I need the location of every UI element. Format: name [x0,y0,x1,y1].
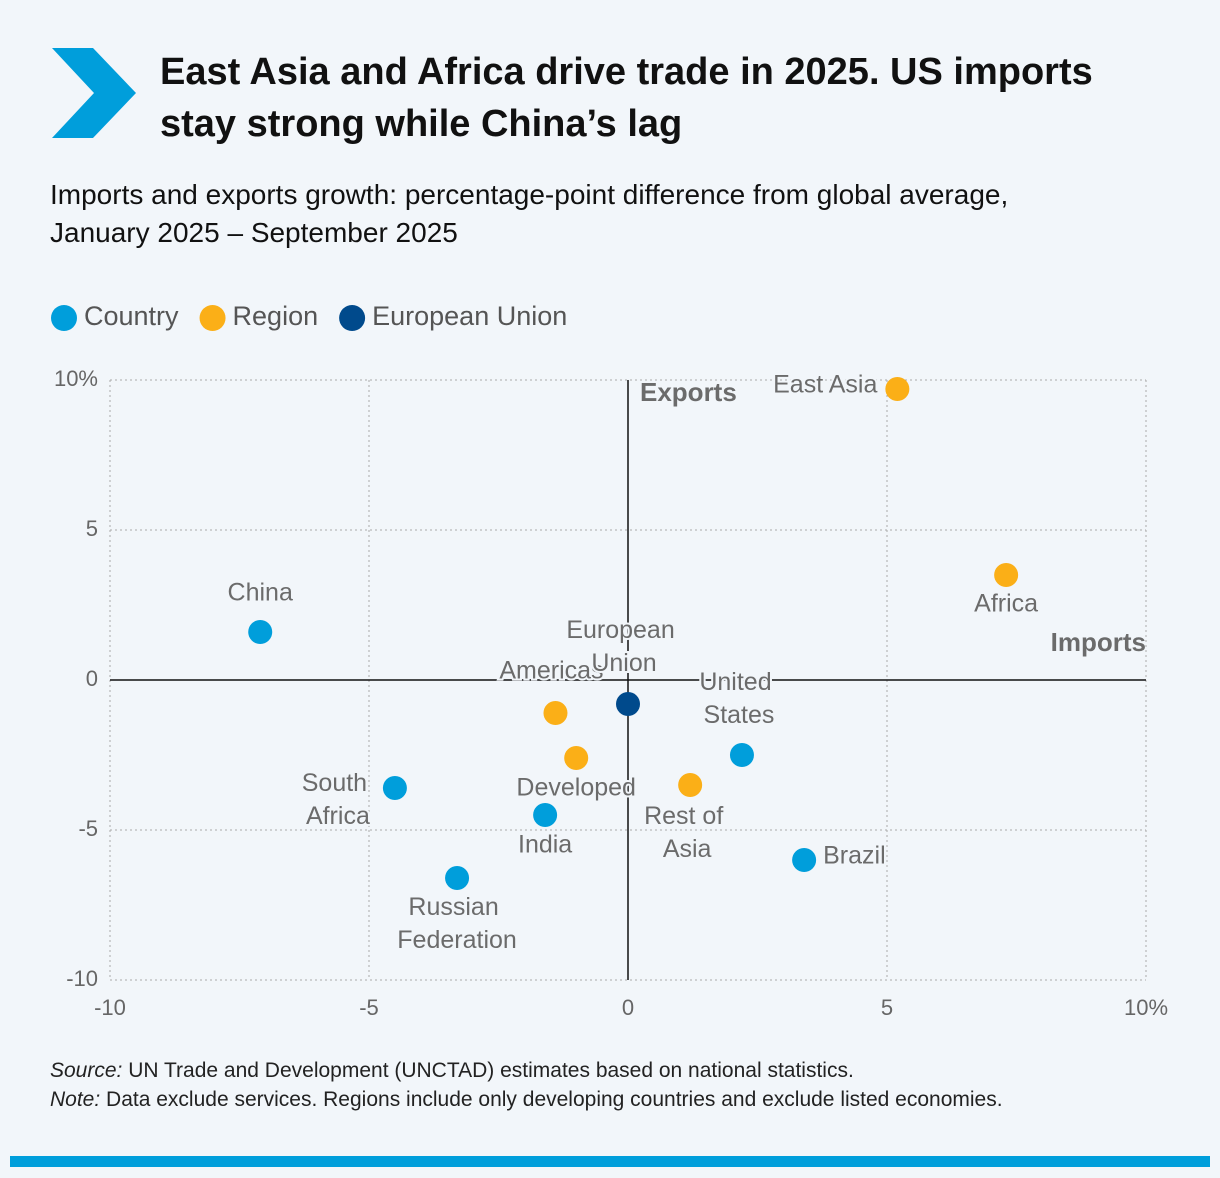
legend-marker [339,305,366,331]
x-tick-label: -10 [94,995,126,1020]
point-label: Africa [974,590,1038,618]
point [543,701,568,725]
y-tick-label: 0 [86,666,98,691]
point [994,563,1019,587]
point-label: Brazil [823,842,886,870]
source-label: Source: [50,1059,122,1082]
legend-marker [199,305,226,331]
point [445,866,470,890]
source-text: UN Trade and Development (UNCTAD) estima… [128,1059,854,1082]
y-axis-label: Exports [640,377,737,407]
point-label: Americas [499,657,603,685]
legend-label: Region [233,301,319,331]
point-label: South Africa [302,769,374,830]
legend-marker [51,305,77,331]
point-label: United States [699,668,778,729]
note-text: Data exclude services. Regions include o… [106,1088,1003,1111]
point-label: Rest of Asia [644,802,730,863]
chart-title: East Asia and Africa drive trade in 2025… [160,51,1103,145]
point-label: Developed [516,774,636,802]
point [533,803,558,827]
point [885,377,910,401]
x-tick-label: 0 [622,995,634,1020]
y-tick-label: 5 [86,516,98,541]
legend-label: European Union [372,301,567,331]
point-label: China [228,579,293,607]
point [678,773,703,797]
y-tick-label: 10% [54,366,98,391]
note: Note: Data exclude services. Regions inc… [50,1088,1003,1111]
point-label: Russian Federation [397,893,517,954]
point [616,692,640,716]
x-axis-label: Imports [1051,627,1146,657]
point-label: European Union [566,616,681,677]
y-tick-label: -5 [78,816,98,841]
x-tick-label: 5 [881,995,893,1020]
legend-label: Country [84,301,179,331]
point-label: East Asia [773,371,877,399]
chart-subtitle: Imports and exports growth: percentage-p… [50,179,1016,248]
point [792,848,817,872]
point-label: India [518,831,572,859]
point [248,620,273,644]
x-tick-label: -5 [359,995,379,1020]
point [729,743,754,767]
bottom-bar [10,1156,1210,1167]
source: Source: UN Trade and Development (UNCTAD… [50,1059,854,1082]
point [564,746,589,770]
x-tick-label: 10% [1124,995,1168,1020]
y-tick-label: -10 [66,966,98,991]
point [382,776,407,800]
chevron-icon [52,48,136,138]
note-label: Note: [50,1088,100,1111]
